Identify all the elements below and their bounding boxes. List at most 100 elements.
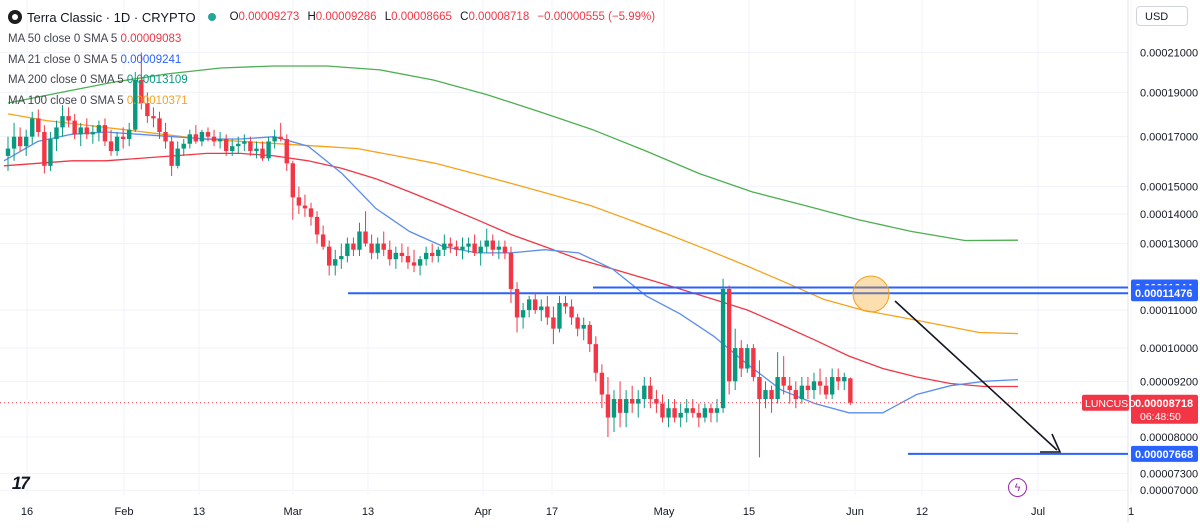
candle <box>829 368 835 400</box>
legend-ma21[interactable]: MA 21 close 0 SMA 5 0.00009241 <box>8 50 188 71</box>
candle-body <box>490 240 495 250</box>
legend-ma50[interactable]: MA 50 close 0 SMA 5 0.00009083 <box>8 29 188 50</box>
candle <box>605 377 611 438</box>
candle-body <box>836 377 841 382</box>
indicator-legend: MA 50 close 0 SMA 5 0.00009083 MA 21 clo… <box>8 29 188 111</box>
candle <box>811 372 817 400</box>
candle <box>496 240 502 260</box>
candle <box>326 240 332 276</box>
y-tick-label: 0.00021000 <box>1140 47 1198 59</box>
ma200-line <box>7 65 1019 242</box>
candle <box>114 132 120 156</box>
candle <box>799 377 805 404</box>
x-tick-label: Jun <box>846 506 864 518</box>
price-tag-support-upper: 0.00011476 <box>1131 285 1198 302</box>
candle <box>629 385 635 413</box>
candle <box>817 368 823 395</box>
candle-body <box>817 381 823 386</box>
candle-body <box>157 118 162 133</box>
candle <box>375 237 380 260</box>
candle-body <box>684 408 689 413</box>
legend-ma21-value: 0.00009241 <box>120 53 182 66</box>
candle <box>763 381 768 409</box>
candle-body <box>617 399 623 413</box>
candle-body <box>351 243 356 250</box>
candle-body <box>284 139 289 164</box>
candle-body <box>66 116 71 121</box>
candle-body <box>187 134 192 144</box>
candle-body <box>36 118 41 133</box>
x-tick-label: Mar <box>284 506 303 518</box>
candle-body <box>266 141 271 159</box>
candle <box>36 109 41 137</box>
candle <box>539 299 544 322</box>
candle-body <box>708 408 714 413</box>
candle <box>30 111 35 144</box>
candle-body <box>539 306 544 311</box>
candle-body <box>430 252 435 257</box>
x-tick-label: 15 <box>743 506 755 518</box>
legend-ma100-label: MA 100 close 0 SMA 5 <box>8 94 124 107</box>
candle <box>120 127 126 149</box>
candle <box>66 107 71 128</box>
candle <box>702 403 708 423</box>
candle-body <box>242 141 247 144</box>
candle-body <box>623 399 629 413</box>
candle-body <box>551 317 556 329</box>
candle <box>648 377 653 409</box>
y-tick-label: 0.00007300 <box>1140 468 1198 480</box>
candle-body <box>17 136 23 147</box>
symbol-title[interactable]: Terra Classic · 1D · CRYPTO <box>27 9 196 25</box>
candle-body <box>290 163 296 198</box>
candle-body <box>599 372 605 395</box>
change-value: −0.00000555 (−5.99%) <box>537 11 656 23</box>
last-price-bg <box>1131 394 1198 424</box>
candle <box>181 139 186 156</box>
bolt-icon[interactable]: ϟ <box>1008 478 1027 497</box>
candle <box>793 381 798 409</box>
candle <box>314 211 320 244</box>
close-label: C <box>460 11 469 23</box>
candle-body <box>763 390 768 400</box>
candle-body <box>193 134 199 142</box>
candle-body <box>514 288 520 318</box>
candle <box>430 243 435 263</box>
candle-body <box>405 256 411 263</box>
candle <box>417 256 423 276</box>
y-tick-label: 0.00014000 <box>1140 209 1198 221</box>
legend-ma200[interactable]: MA 200 close 0 SMA 5 0.00013109 <box>8 70 188 91</box>
candle-body <box>508 252 514 289</box>
candle-body <box>563 302 568 307</box>
candle <box>508 246 514 303</box>
y-tick-label: 0.00017000 <box>1140 132 1198 144</box>
candle <box>520 302 526 329</box>
candle-body <box>739 348 744 369</box>
candle <box>848 377 853 405</box>
currency-select[interactable]: USD <box>1136 6 1188 26</box>
candle <box>308 202 314 226</box>
candle-body <box>84 127 89 135</box>
candle-body <box>575 317 580 329</box>
price-axis: 0.00021000 0.00019000 0.00017000 0.00015000… <box>1140 47 1198 497</box>
candle-body <box>569 306 574 318</box>
x-tick-label: 12 <box>916 506 928 518</box>
candle <box>42 125 47 174</box>
candle <box>248 136 253 156</box>
price-tag-support-upper-text: 0.00011476 <box>1135 288 1193 300</box>
candle <box>302 194 308 217</box>
open-value: 0.00009273 <box>238 11 300 23</box>
candle-body <box>733 348 738 382</box>
candle <box>357 222 362 257</box>
candle <box>617 381 623 428</box>
legend-ma100[interactable]: MA 100 close 0 SMA 5 0.00010371 <box>8 91 188 112</box>
candle-body <box>417 259 423 266</box>
candle <box>726 285 732 395</box>
candle-body <box>211 136 217 142</box>
candle-body <box>411 262 417 266</box>
candle-body <box>102 125 108 142</box>
candle <box>145 92 150 123</box>
price-tag-support-lower: 0.00007668 <box>1131 445 1198 462</box>
x-tick-label: 1 <box>1128 506 1134 518</box>
